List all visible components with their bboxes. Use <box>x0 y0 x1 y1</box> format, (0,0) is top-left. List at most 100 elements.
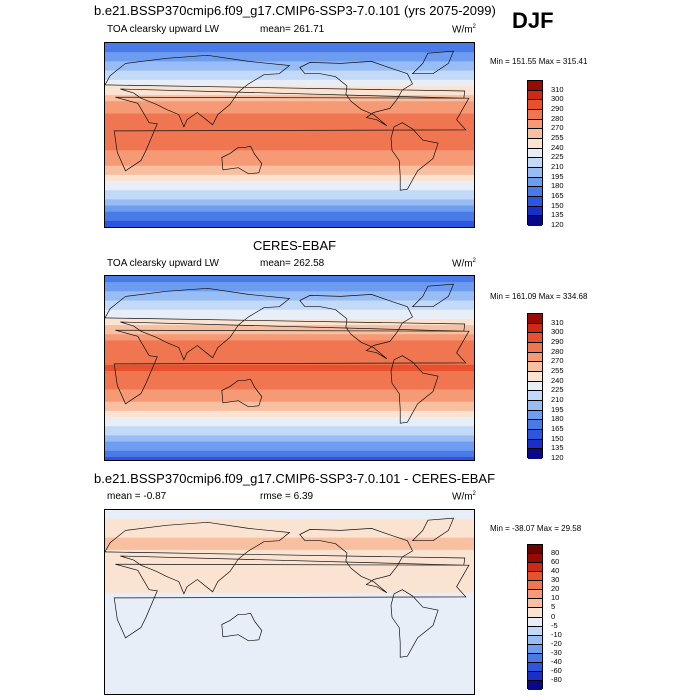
colorbar-tick-label: 300 <box>551 94 564 104</box>
map-latitude-band <box>105 681 474 686</box>
colorbar-swatch <box>528 100 542 110</box>
panel3-units: W/m2 <box>452 491 476 503</box>
map-latitude-band <box>105 623 474 628</box>
colorbar-swatch <box>528 449 542 459</box>
colorbar-tick-label: 300 <box>551 327 564 337</box>
map-latitude-band <box>105 574 474 579</box>
colorbar-swatch <box>528 216 542 226</box>
map-latitude-band <box>105 119 474 124</box>
map-latitude-band <box>105 76 474 81</box>
map-latitude-band <box>105 586 474 591</box>
map-latitude-band <box>105 687 474 692</box>
map-latitude-band <box>105 383 474 387</box>
map-latitude-band <box>105 632 474 637</box>
colorbar-swatch <box>528 129 542 139</box>
map-latitude-band <box>105 61 474 66</box>
map-latitude-band <box>105 312 474 317</box>
map-latitude-band <box>105 364 474 369</box>
map-latitude-band <box>105 444 474 449</box>
map-latitude-band <box>105 177 474 182</box>
map-latitude-band <box>105 410 474 415</box>
map-latitude-band <box>105 322 474 326</box>
panel3-heading: b.e21.BSSP370cmip6.f09_g17.CMIP6-SSP3-7.… <box>94 471 496 486</box>
map-latitude-band <box>105 371 474 375</box>
map-latitude-band <box>105 620 474 625</box>
colorbar-tick-label: 195 <box>551 404 564 414</box>
panel2-units: W/m2 <box>452 258 476 270</box>
map-latitude-band <box>105 340 474 345</box>
map-latitude-band <box>105 426 474 430</box>
colorbar-swatch <box>528 314 542 324</box>
map-latitude-band <box>105 675 474 680</box>
map-latitude-band <box>105 211 474 216</box>
colorbar-swatch <box>528 148 542 159</box>
colorbar-swatch <box>528 644 542 654</box>
colorbar-tick-label: 270 <box>551 356 564 366</box>
colorbar-swatch <box>528 90 542 101</box>
colorbar-tick-label: 255 <box>551 366 564 375</box>
map-latitude-band <box>105 516 474 520</box>
colorbar-swatch <box>528 362 542 372</box>
map-latitude-band <box>105 420 474 424</box>
colorbar-swatch <box>528 109 542 120</box>
map-latitude-band <box>105 568 474 572</box>
colorbar-tick-label: 135 <box>551 443 564 453</box>
map-latitude-band <box>105 306 474 311</box>
map-latitude-band <box>105 349 474 354</box>
colorbar-tick-label: 165 <box>551 191 564 200</box>
coastline <box>105 54 466 128</box>
map-latitude-band <box>105 138 474 142</box>
map-latitude-band <box>105 556 474 560</box>
map-latitude-band <box>105 404 474 409</box>
coastline <box>411 517 455 542</box>
map-latitude-band <box>105 73 474 78</box>
map-latitude-band <box>105 70 474 75</box>
colorbar-swatch <box>528 626 542 636</box>
map-latitude-band <box>105 395 474 400</box>
colorbar-swatch <box>528 439 542 450</box>
map-latitude-band <box>105 537 474 542</box>
colorbar-tick-label: 195 <box>551 171 564 181</box>
panel2-map-svg <box>105 276 474 460</box>
map-latitude-band <box>105 223 474 227</box>
colorbar-swatch <box>528 391 542 401</box>
colorbar-tick-label: 165 <box>551 424 564 433</box>
map-latitude-band <box>105 453 474 458</box>
map-latitude-band <box>105 89 474 93</box>
coastline <box>105 287 466 361</box>
map-latitude-band <box>105 294 474 299</box>
map-latitude-band <box>105 546 474 551</box>
map-latitude-band <box>105 282 474 286</box>
map-latitude-band <box>105 116 474 121</box>
colorbar-swatch <box>528 81 542 91</box>
map-latitude-band <box>105 95 474 99</box>
map-latitude-band <box>105 407 474 412</box>
colorbar-swatch <box>528 608 542 618</box>
map-latitude-band <box>105 125 474 130</box>
map-latitude-band <box>105 147 474 151</box>
colorbar-swatch <box>528 680 542 690</box>
colorbar-swatch <box>528 352 542 363</box>
map-latitude-band <box>105 629 474 634</box>
colorbar-tick-label: 60 <box>551 557 560 567</box>
colorbar-tick-label: 210 <box>551 162 564 171</box>
map-latitude-band <box>105 432 474 437</box>
coastline <box>390 589 439 658</box>
map-latitude-band <box>105 49 474 53</box>
colorbar-tick-label: 10 <box>551 593 560 603</box>
map-latitude-band <box>105 202 474 207</box>
colorbar-tick-label: 30 <box>551 575 560 585</box>
map-latitude-band <box>105 654 474 658</box>
map-latitude-band <box>105 279 474 283</box>
colorbar-swatch <box>528 381 542 392</box>
map-latitude-band <box>105 525 474 529</box>
map-latitude-band <box>105 608 474 612</box>
map-latitude-band <box>105 181 474 185</box>
map-latitude-band <box>105 614 474 618</box>
map-latitude-band <box>105 352 474 357</box>
panel2-colorbar <box>527 313 543 459</box>
map-latitude-band <box>105 190 474 194</box>
colorbar-swatch <box>528 563 542 573</box>
coastline <box>113 96 470 172</box>
map-latitude-band <box>105 214 474 219</box>
